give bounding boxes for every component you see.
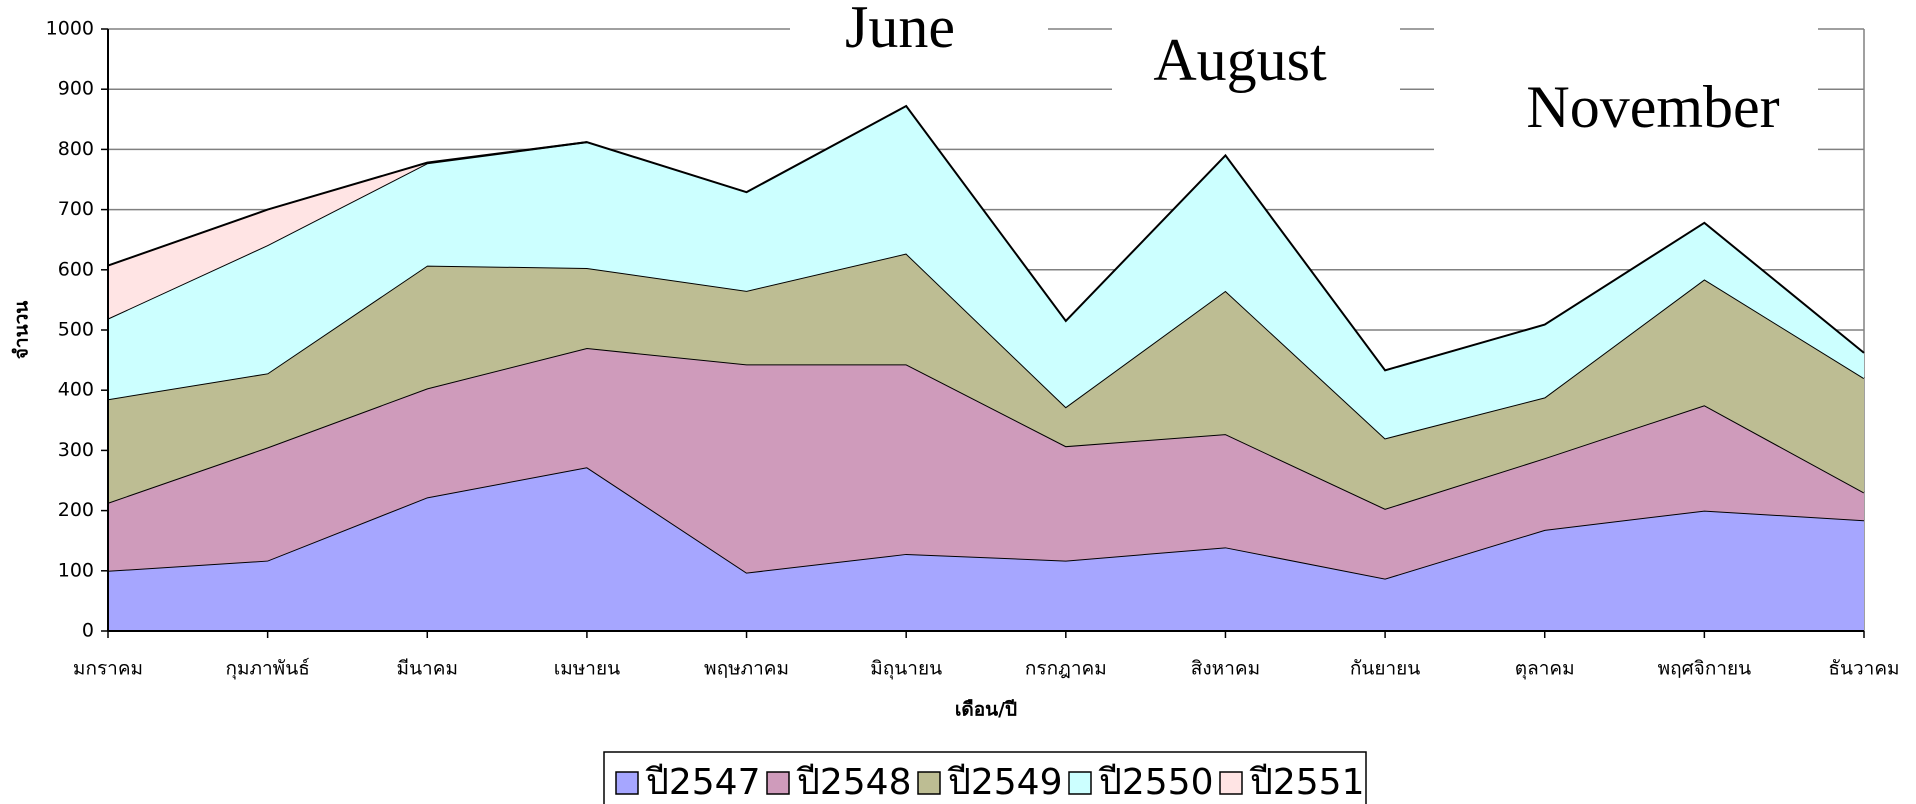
- area: [108, 467, 1864, 631]
- y-tick-label: 600: [58, 258, 94, 280]
- x-tick-label: ธันวาคม: [1828, 658, 1899, 680]
- legend-label: ปี2548: [796, 762, 911, 803]
- area: [108, 253, 1864, 509]
- legend-label: ปี2549: [947, 762, 1062, 803]
- legend-swatch: [615, 771, 639, 795]
- y-tick-label: 900: [58, 78, 94, 100]
- y-tick-label: 1000: [46, 18, 94, 40]
- x-tick-label: พฤศจิกายน: [1658, 658, 1752, 680]
- x-tick-label: มิถุนายน: [870, 658, 942, 681]
- x-tick-label: กรกฎาคม: [1025, 658, 1107, 680]
- x-axis-label: เดือน/ปี: [955, 699, 1017, 721]
- x-tick-label: กันยายน: [1350, 658, 1420, 680]
- annotation-box: [1434, 0, 1818, 152]
- x-tick-label: เมษายน: [554, 658, 620, 680]
- legend-label: ปี2551: [1249, 762, 1364, 803]
- annotation: August: [1153, 27, 1327, 93]
- y-tick-label: 200: [58, 499, 94, 521]
- legend-label: ปี2547: [645, 762, 760, 803]
- y-axis-label: จำนวน: [11, 301, 33, 359]
- x-tick-label: กุมภาพันธ์: [225, 658, 309, 681]
- y-tick-label: 0: [82, 620, 94, 642]
- y-tick-label: 700: [58, 198, 94, 220]
- y-tick-label: 400: [58, 379, 94, 401]
- legend-label: ปี2550: [1098, 762, 1213, 803]
- area-outline: [107, 141, 588, 267]
- annotation-box: [790, 0, 1048, 62]
- annotation-box: [1112, 0, 1400, 100]
- legend-swatch: [766, 771, 790, 795]
- y-tick-label: 100: [58, 559, 94, 581]
- areas: [107, 104, 1865, 631]
- legend-swatch: [1219, 771, 1243, 795]
- x-tick-label: ตุลาคม: [1515, 658, 1575, 681]
- x-tick-label: พฤษภาคม: [704, 658, 789, 680]
- overlay: มกราคม กุมภาพันธ์ มีนาคม เมษายน พฤษภาคม มิถุน…: [73, 0, 1900, 681]
- x-tick-label: มกราคม: [73, 658, 143, 680]
- legend-swatch: [1068, 771, 1092, 795]
- area: [108, 106, 1864, 439]
- annotation: June: [845, 0, 955, 60]
- y-tick-label: 800: [58, 138, 94, 160]
- y-tick-label: 500: [58, 319, 94, 341]
- x-tick-label: มีนาคม: [397, 658, 458, 680]
- area: [108, 348, 1864, 579]
- y-tick-label: 300: [58, 439, 94, 461]
- x-tick-label: สิงหาคม: [1191, 658, 1260, 680]
- legend-swatch: [917, 771, 941, 795]
- annotation: November: [1526, 74, 1779, 140]
